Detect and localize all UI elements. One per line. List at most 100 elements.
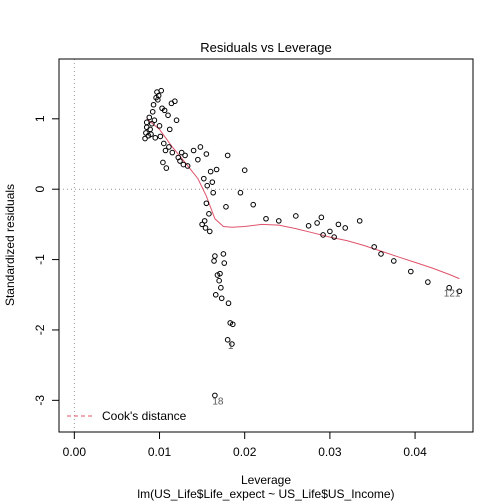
data-point [156,123,163,129]
data-point [210,189,216,196]
data-point [177,158,183,164]
data-point [217,270,223,277]
y-tick-label: -1 [33,254,47,265]
data-point [155,92,162,99]
data-point [157,133,164,140]
data-point [216,277,222,284]
data-point [371,244,377,250]
x-tick-label: 0.03 [318,445,342,459]
data-point [206,211,212,217]
data-point [331,234,337,240]
data-point [166,126,173,133]
data-point [202,225,209,231]
data-point [224,152,231,159]
x-tick-label: 0.02 [233,445,257,459]
data-point [190,147,197,154]
data-point [212,392,218,399]
data-point [151,117,158,124]
data-point [201,218,208,224]
data-point [152,135,159,141]
data-point [207,168,214,175]
data-point [314,220,320,226]
data-point [163,165,170,171]
x-tick-label: 0.04 [403,445,427,459]
data-point [218,295,225,302]
data-point [425,279,431,285]
data-point [305,222,312,229]
data-point [212,291,219,298]
data-point [275,218,282,224]
data-point [142,135,148,142]
x-axis-title: Leverage [241,473,291,487]
data-point [327,228,333,235]
data-point [318,214,325,221]
data-point [378,251,384,257]
data-point [221,260,228,266]
data-point [320,232,326,238]
data-point [224,337,231,343]
data-point [408,268,414,275]
data-point [146,114,153,121]
data-point [149,120,155,127]
data-point [342,225,349,231]
data-point [456,288,463,295]
legend: Cook's distance [67,409,187,423]
data-point [201,175,207,182]
data-point [184,163,191,169]
data-point [158,87,165,94]
x-tick-label: 0.01 [148,445,172,459]
data-point [204,182,211,189]
data-point [335,221,342,228]
smooth-line-group [146,118,460,280]
data-point [203,200,210,207]
x-tick-label: 0.00 [63,445,87,459]
data-point [293,213,299,219]
smooth-fit-line [146,118,460,280]
data-point [209,179,216,185]
model-formula-subtitle: lm(US_Life$Life_expect ~ US_Life$US_Inco… [137,487,394,501]
point-label: 1 [228,341,234,352]
data-point [203,151,210,157]
y-tick-label: -3 [33,395,47,406]
reference-lines [59,59,473,432]
data-point [169,149,176,156]
data-point [162,147,169,154]
y-axis-title: Standardized residuals [3,184,17,306]
data-point [218,284,224,291]
data-point [212,253,218,259]
y-tick-label: -2 [33,324,47,335]
data-point [213,166,220,173]
data-points [142,87,463,399]
point-labels: 1 18 121 [212,289,461,408]
point-label: 18 [212,396,224,407]
data-point [197,144,204,150]
data-point [263,215,269,222]
data-point [165,112,171,119]
y-tick-label: 1 [33,115,47,122]
data-point [172,98,178,105]
data-point [195,156,201,163]
point-label: 121 [444,289,461,300]
data-point [241,167,248,173]
data-point [150,101,157,108]
data-point [148,131,154,138]
data-point [250,201,257,208]
data-point [229,321,236,328]
data-point [161,107,168,114]
chart-title: Residuals vs Leverage [200,40,332,55]
data-point [229,341,235,347]
data-point [237,189,244,196]
y-axis: -3 -2 -1 0 1 [33,115,60,406]
data-point [173,117,180,124]
data-point [223,203,229,210]
data-point [160,159,166,166]
data-point [356,218,363,224]
legend-cooks-distance-label: Cook's distance [102,409,187,423]
data-point [446,284,452,291]
data-point [220,251,227,257]
data-point [225,300,232,307]
data-point [199,221,205,228]
data-point [149,108,156,115]
x-axis: 0.00 0.01 0.02 0.03 0.04 [63,431,427,459]
